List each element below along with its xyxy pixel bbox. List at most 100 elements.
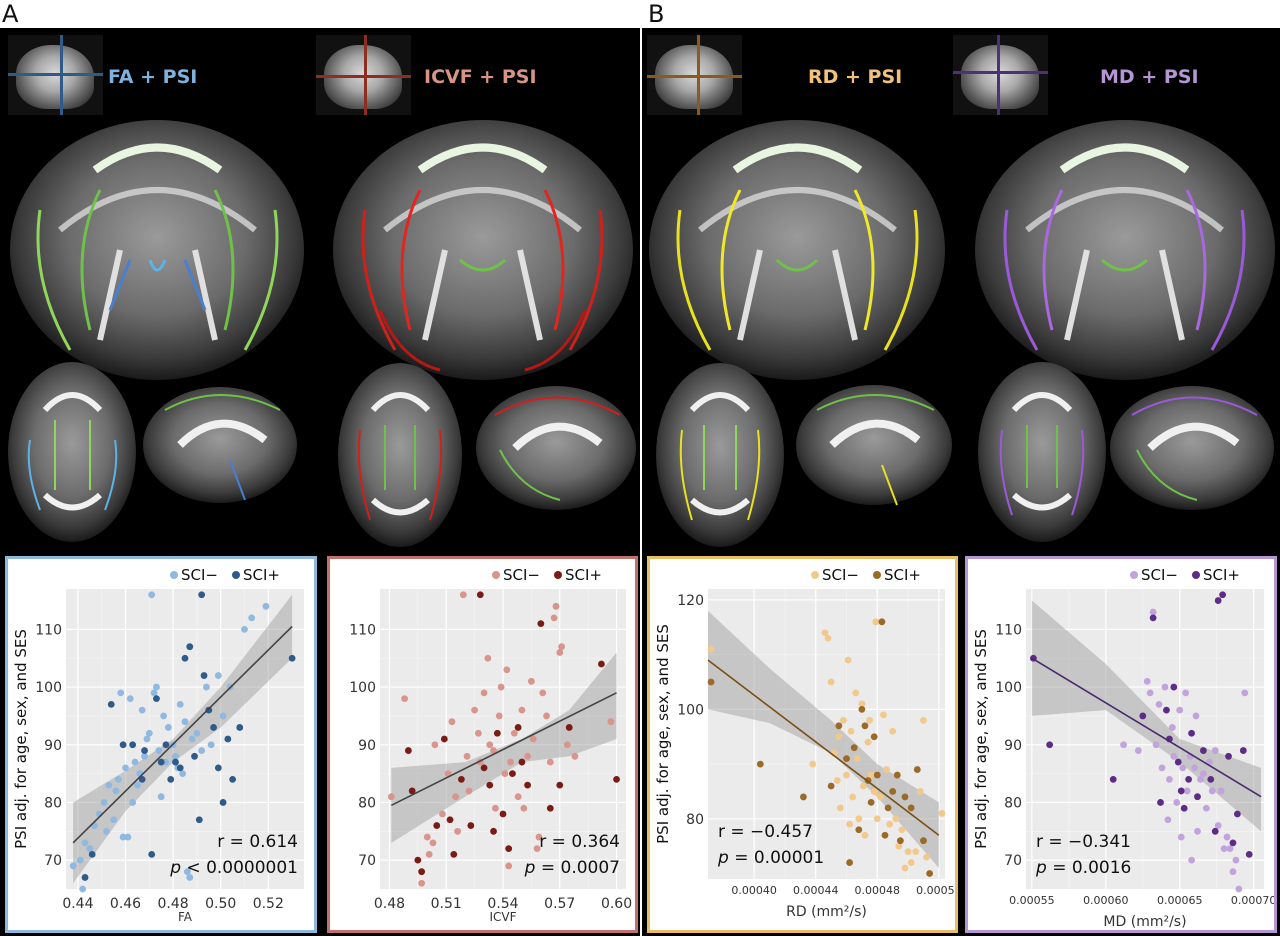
point-sci-minus — [153, 683, 160, 691]
point-sci-minus — [510, 729, 518, 737]
y-tick-label: 100 — [995, 680, 1022, 696]
y-tick-label: 70 — [44, 853, 62, 869]
point-sci-plus — [148, 850, 156, 858]
point-sci-plus — [446, 816, 454, 824]
point-sci-minus — [520, 804, 528, 812]
point-sci-plus — [893, 771, 901, 779]
point-sci-plus — [537, 620, 545, 628]
point-sci-minus — [181, 718, 189, 726]
point-sci-minus — [840, 716, 847, 724]
y-tick-label: 70 — [1004, 853, 1022, 869]
legend-label-sci-plus: SCI+ — [565, 566, 602, 584]
point-sci-minus — [847, 727, 855, 735]
x-tick-label: 0.00065 — [1157, 894, 1203, 907]
point-sci-minus — [207, 741, 215, 749]
legend-marker-sci-minus — [170, 571, 178, 579]
point-sci-minus — [864, 738, 872, 746]
y-tick-label: 70 — [358, 853, 376, 869]
point-sci-plus — [556, 781, 564, 789]
point-sci-minus — [543, 712, 550, 720]
regression-line — [72, 625, 293, 844]
point-sci-plus — [1163, 706, 1170, 714]
point-sci-plus — [499, 810, 507, 818]
point-sci-minus — [849, 793, 857, 801]
point-sci-plus — [467, 822, 475, 829]
point-sci-plus — [1174, 758, 1182, 766]
x-tick-label: 0.00044 — [793, 884, 839, 897]
point-sci-minus — [176, 700, 184, 708]
point-sci-plus — [546, 804, 554, 812]
point-sci-minus — [1183, 787, 1191, 795]
point-sci-plus — [162, 741, 170, 749]
legend-label-sci-plus: SCI+ — [243, 566, 280, 584]
coronal-slice-rd — [649, 120, 945, 380]
panel-divider — [640, 0, 642, 936]
legend-marker-sci-plus — [873, 571, 881, 579]
point-sci-minus — [1194, 827, 1201, 835]
x-tick-label: 0.00055 — [1009, 894, 1055, 907]
legend-label-sci-minus: SCI− — [181, 566, 218, 584]
point-sci-plus — [176, 764, 184, 772]
point-sci-minus — [439, 810, 446, 818]
point-sci-plus — [288, 654, 296, 662]
point-sci-minus — [387, 793, 395, 801]
point-sci-plus — [1180, 804, 1188, 812]
point-sci-plus — [186, 643, 194, 651]
point-sci-minus — [425, 850, 433, 858]
point-sci-plus — [157, 758, 165, 766]
point-sci-minus — [1152, 741, 1160, 749]
point-sci-minus — [186, 874, 194, 881]
point-sci-plus — [565, 724, 573, 731]
panel-letter-b: B — [648, 0, 665, 28]
point-sci-minus — [148, 591, 156, 599]
point-sci-minus — [1199, 770, 1207, 778]
correlation-r: r = 0.364 — [539, 832, 620, 852]
point-sci-plus — [1194, 793, 1201, 801]
confidence-band — [708, 610, 939, 869]
point-sci-minus — [475, 729, 482, 737]
point-sci-minus — [505, 862, 513, 870]
point-sci-plus — [855, 826, 863, 834]
legend: SCI− SCI+ — [170, 566, 280, 584]
point-sci-plus — [1157, 799, 1164, 806]
point-sci-minus — [883, 766, 890, 773]
y-tick-label: 80 — [1004, 795, 1022, 811]
point-sci-plus — [867, 798, 875, 806]
point-sci-minus — [907, 859, 915, 866]
y-tick-label: 110 — [995, 622, 1022, 638]
x-axis-label: RD (mm²/s) — [786, 904, 867, 920]
legend-marker-sci-plus — [1192, 571, 1200, 579]
point-sci-plus — [129, 741, 137, 749]
point-sci-plus — [850, 744, 858, 752]
point-sci-minus — [1192, 712, 1200, 720]
point-sci-plus — [1229, 839, 1237, 847]
point-sci-plus — [884, 804, 892, 812]
point-sci-minus — [145, 729, 153, 737]
point-sci-minus — [1217, 787, 1225, 795]
modality-title-fa: FA + PSI — [108, 66, 198, 88]
sagittal-slice-md — [1110, 386, 1274, 510]
y-tick-label: 110 — [35, 622, 62, 638]
point-sci-minus — [833, 777, 841, 784]
correlation-p: p = 0.0007 — [524, 858, 620, 878]
point-sci-minus — [188, 735, 196, 743]
point-sci-minus — [1214, 822, 1222, 829]
point-sci-minus — [126, 695, 134, 703]
point-sci-minus — [539, 689, 547, 697]
point-sci-minus — [179, 770, 187, 778]
x-tick-label: 0.51 — [431, 896, 462, 912]
point-sci-minus — [904, 848, 912, 856]
point-sci-minus — [1197, 775, 1204, 783]
y-tick-label: 80 — [44, 795, 62, 811]
point-sci-minus — [1179, 764, 1187, 772]
point-sci-minus — [501, 770, 509, 778]
y-axis-label: PSI adj. for age, sex, and SES — [654, 624, 672, 844]
point-sci-minus — [836, 804, 844, 812]
x-axis-label: ICVF — [489, 910, 516, 924]
point-sci-plus — [756, 760, 764, 768]
y-tick-label: 100 — [677, 702, 704, 718]
point-sci-minus — [198, 747, 206, 754]
x-tick-label: 0.54 — [487, 896, 518, 912]
point-sci-minus — [809, 760, 817, 768]
point-sci-plus — [1199, 747, 1207, 754]
